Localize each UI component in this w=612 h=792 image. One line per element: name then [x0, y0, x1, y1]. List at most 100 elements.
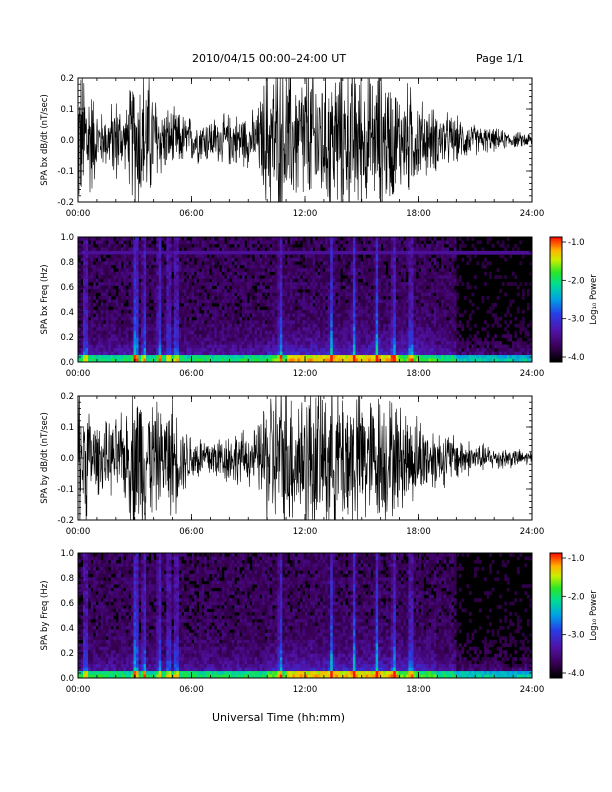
- x-tick-label: 24:00: [520, 209, 545, 219]
- spectrogram-cell: [189, 251, 192, 255]
- spectrogram-cell: [305, 282, 308, 286]
- spectrogram-cell: [257, 254, 260, 258]
- spectrogram-cell: [131, 254, 134, 258]
- spectrogram-cell: [219, 317, 222, 321]
- spectrogram-cell: [386, 296, 389, 300]
- spectrogram-cell: [247, 240, 250, 244]
- spectrogram-cell: [242, 268, 245, 272]
- spectrogram-cell: [368, 348, 371, 352]
- spectrogram-cell: [166, 247, 169, 251]
- spectrogram-cell: [197, 251, 200, 255]
- spectrogram-cell: [161, 348, 164, 352]
- spectrogram-cell: [232, 258, 235, 262]
- spectrogram-cell: [101, 293, 104, 297]
- spectrogram-cell: [335, 244, 338, 248]
- spectrogram-cell: [363, 258, 366, 262]
- spectrogram-cell: [419, 327, 422, 331]
- spectrogram-cell: [126, 306, 129, 310]
- spectrogram-cell: [237, 338, 240, 342]
- spectrogram-cell: [267, 348, 270, 352]
- spectrogram-cell: [257, 293, 260, 297]
- spectrogram-cell: [275, 352, 278, 356]
- spectrogram-cell: [214, 282, 217, 286]
- spectrogram-cell: [426, 282, 429, 286]
- spectrogram-cell: [260, 327, 263, 331]
- spectrogram-cell: [149, 327, 152, 331]
- spectrogram-cell: [444, 258, 447, 262]
- spectrogram-cell: [345, 244, 348, 248]
- spectrogram-cell: [103, 293, 106, 297]
- spectrogram-cell: [229, 345, 232, 349]
- spectrogram-cell: [212, 240, 215, 244]
- spectrogram-cell: [373, 282, 376, 286]
- spectrogram-cell: [222, 345, 225, 349]
- spectrogram-cell: [302, 324, 305, 328]
- spectrogram-cell: [333, 286, 336, 290]
- spectrogram-cell: [88, 251, 91, 255]
- spectrogram-cell: [381, 293, 384, 297]
- spectrogram-cell: [403, 272, 406, 276]
- spectrogram-cell: [98, 286, 101, 290]
- spectrogram-cell: [386, 275, 389, 279]
- spectrogram-cell: [189, 306, 192, 310]
- spectrogram-cell: [371, 240, 374, 244]
- spectrogram-cell: [406, 293, 409, 297]
- spectrogram-cell: [98, 282, 101, 286]
- spectrogram-cell: [164, 348, 167, 352]
- spectrogram-cell: [159, 268, 162, 272]
- spectrogram-cell: [391, 261, 394, 265]
- spectrogram-cell: [234, 313, 237, 317]
- spectrogram-cell: [282, 244, 285, 248]
- spectrogram-cell: [83, 272, 86, 276]
- spectrogram-cell: [252, 261, 255, 265]
- spectrogram-cell: [186, 327, 189, 331]
- spectrogram-cell: [348, 258, 351, 262]
- spectrogram-cell: [116, 327, 119, 331]
- spectrogram-cell: [169, 324, 172, 328]
- spectrogram-cell: [340, 352, 343, 356]
- spectrogram-cell: [355, 300, 358, 304]
- spectrogram-cell: [353, 352, 356, 356]
- spectrogram-cell: [222, 282, 225, 286]
- spectrogram-cell: [83, 279, 86, 283]
- spectrogram-cell: [118, 331, 121, 335]
- spectrogram-cell: [381, 313, 384, 317]
- spectrogram-cell: [300, 345, 303, 349]
- spectrogram-cell: [88, 313, 91, 317]
- spectrogram-cell: [250, 348, 253, 352]
- spectrogram-cell: [406, 341, 409, 345]
- spectrogram-cell: [184, 341, 187, 345]
- spectrogram-cell: [229, 289, 232, 293]
- spectrogram-cell: [285, 303, 288, 307]
- spectrogram-cell: [277, 355, 280, 359]
- spectrogram-cell: [192, 355, 195, 359]
- spectrogram-cell: [260, 282, 263, 286]
- spectrogram-cell: [151, 275, 154, 279]
- spectrogram-cell: [244, 289, 247, 293]
- spectrogram-cell: [413, 324, 416, 328]
- spectrogram-cell: [169, 341, 172, 345]
- spectrogram-cell: [310, 261, 313, 265]
- spectrogram-cell: [338, 324, 341, 328]
- spectrogram-cell: [318, 296, 321, 300]
- spectrogram-cell: [250, 251, 253, 255]
- spectrogram-cell: [285, 331, 288, 335]
- spectrogram-cell: [131, 306, 134, 310]
- spectrogram-cell: [217, 268, 220, 272]
- spectrogram-cell: [335, 338, 338, 342]
- spectrogram-cell: [179, 265, 182, 269]
- spectrogram-cell: [234, 317, 237, 321]
- spectrogram-cell: [212, 268, 215, 272]
- spectrogram-cell: [345, 282, 348, 286]
- spectrogram-cell: [156, 286, 159, 290]
- spectrogram-cell: [340, 282, 343, 286]
- spectrogram-cell: [164, 289, 167, 293]
- spectrogram-cell: [444, 317, 447, 321]
- spectrogram-cell: [184, 300, 187, 304]
- spectrogram-cell: [101, 327, 104, 331]
- spectrogram-cell: [426, 306, 429, 310]
- spectrogram-cell: [403, 279, 406, 283]
- spectrogram-cell: [431, 313, 434, 317]
- spectrogram-cell: [171, 261, 174, 265]
- spectrogram-cell: [239, 251, 242, 255]
